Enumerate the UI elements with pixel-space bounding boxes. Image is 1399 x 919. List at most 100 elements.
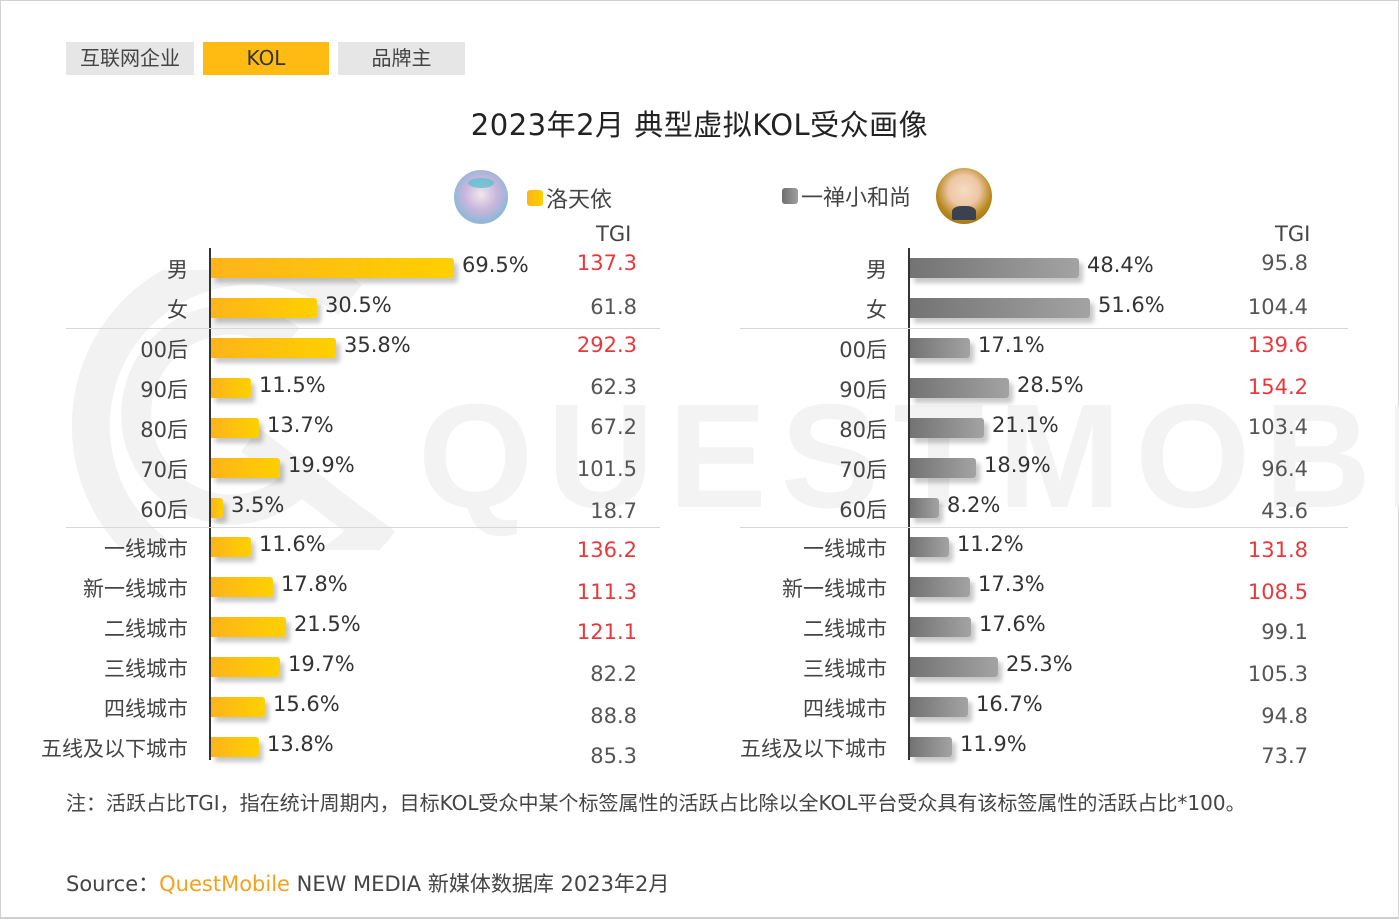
data-bar[interactable] [910, 537, 949, 557]
y-axis-line [209, 248, 211, 760]
bar-row: 三线城市 25.3% 105.3 [700, 647, 1399, 687]
data-bar[interactable] [211, 418, 259, 438]
data-bar[interactable] [211, 657, 280, 677]
data-bar[interactable] [910, 458, 976, 478]
bar-row: 70后 18.9% 96.4 [700, 448, 1399, 488]
category-label: 二线城市 [104, 617, 188, 641]
bar-row: 五线及以下城市 13.8% 85.3 [0, 727, 700, 768]
category-label-box: 五线及以下城市 [0, 727, 188, 767]
bar-value-label: 13.7% [267, 413, 334, 437]
data-bar[interactable] [910, 617, 971, 637]
data-bar[interactable] [910, 737, 952, 757]
data-bar[interactable] [910, 498, 939, 518]
data-bar[interactable] [211, 298, 317, 318]
data-bar[interactable] [211, 498, 223, 518]
bar-value-label: 17.1% [978, 333, 1045, 357]
tab-internet-companies[interactable]: 互联网企业 [66, 42, 194, 75]
category-label-box: 女 [700, 288, 887, 328]
category-label: 新一线城市 [782, 577, 887, 601]
data-bar[interactable] [910, 418, 984, 438]
bar-row: 60后 3.5% 18.7 [0, 488, 700, 528]
bar-row: 女 30.5% 61.8 [0, 288, 700, 328]
bar-value-label: 11.2% [957, 532, 1024, 556]
data-bar[interactable] [211, 617, 286, 637]
category-label: 五线及以下城市 [41, 737, 188, 761]
category-label-box: 二线城市 [0, 607, 188, 647]
bar-value-label: 21.1% [992, 413, 1059, 437]
bar-value-label: 17.8% [281, 572, 348, 596]
source-rest: NEW MEDIA 新媒体数据库 2023年2月 [289, 872, 670, 896]
category-label: 90后 [140, 378, 188, 402]
category-label-box: 00后 [700, 328, 887, 368]
bar-row: 一线城市 11.2% 131.8 [700, 527, 1399, 567]
tgi-value: 85.3 [590, 744, 637, 768]
data-bar[interactable] [910, 697, 968, 717]
category-label: 60后 [140, 498, 188, 522]
bar-row: 女 51.6% 104.4 [700, 288, 1399, 328]
category-label: 00后 [839, 338, 887, 362]
category-label-box: 00后 [0, 328, 188, 368]
tgi-value: 101.5 [576, 457, 637, 481]
category-label: 90后 [839, 378, 887, 402]
group-divider [740, 328, 1348, 329]
data-bar[interactable] [910, 338, 970, 358]
tgi-value: 103.4 [1247, 415, 1308, 439]
tgi-value: 82.2 [590, 662, 637, 686]
data-bar[interactable] [211, 258, 454, 278]
bar-row: 70后 19.9% 101.5 [0, 448, 700, 488]
category-label-box: 90后 [0, 368, 188, 408]
category-label-box: 四线城市 [700, 687, 887, 727]
data-bar[interactable] [910, 298, 1090, 318]
bar-value-label: 30.5% [325, 293, 392, 317]
tgi-value: 94.8 [1261, 704, 1308, 728]
bar-value-label: 19.9% [288, 453, 355, 477]
data-bar[interactable] [211, 338, 336, 358]
category-label-box: 男 [0, 248, 188, 288]
data-bar[interactable] [211, 378, 251, 398]
luotianyi-avatar-icon [454, 170, 508, 224]
category-label: 80后 [140, 418, 188, 442]
data-bar[interactable] [211, 537, 251, 557]
data-bar[interactable] [910, 378, 1009, 398]
bar-row: 男 69.5% 137.3 [0, 248, 700, 288]
data-bar[interactable] [211, 458, 280, 478]
category-label-box: 60后 [700, 488, 887, 528]
tgi-value: 111.3 [576, 580, 637, 604]
data-bar[interactable] [211, 737, 259, 757]
data-bar[interactable] [211, 697, 265, 717]
data-bar[interactable] [910, 657, 998, 677]
bar-value-label: 19.7% [288, 652, 355, 676]
tgi-value: 121.1 [576, 620, 637, 644]
bar-value-label: 28.5% [1017, 373, 1084, 397]
data-bar[interactable] [910, 577, 970, 597]
data-bar[interactable] [910, 258, 1079, 278]
category-label: 二线城市 [803, 617, 887, 641]
bar-value-label: 16.7% [976, 692, 1043, 716]
y-axis-line [908, 248, 910, 760]
tab-kol[interactable]: KOL [203, 42, 329, 75]
chart-title: 2023年2月 典型虚拟KOL受众画像 [470, 108, 929, 142]
category-label-box: 男 [700, 248, 887, 288]
bar-value-label: 21.5% [294, 612, 361, 636]
data-bar[interactable] [211, 577, 273, 597]
category-label-box: 五线及以下城市 [700, 727, 887, 767]
category-label-box: 90后 [700, 368, 887, 408]
tgi-value: 88.8 [590, 704, 637, 728]
category-label-box: 一线城市 [0, 527, 188, 567]
footnote: 注：活跃占比TGI，指在统计周期内，目标KOL受众中某个标签属性的活跃占比除以全… [66, 791, 1246, 815]
category-label: 五线及以下城市 [740, 737, 887, 761]
tgi-value: 136.2 [576, 538, 637, 562]
category-label: 新一线城市 [83, 577, 188, 601]
category-label-box: 70后 [700, 448, 887, 488]
bar-value-label: 48.4% [1087, 253, 1154, 277]
category-label: 女 [866, 298, 887, 322]
category-label-box: 四线城市 [0, 687, 188, 727]
tab-brand-owners[interactable]: 品牌主 [338, 42, 465, 75]
bar-row: 00后 17.1% 139.6 [700, 328, 1399, 368]
category-label-box: 70后 [0, 448, 188, 488]
bar-value-label: 11.9% [960, 732, 1027, 756]
tgi-value: 108.5 [1247, 580, 1308, 604]
bar-row: 新一线城市 17.8% 111.3 [0, 567, 700, 607]
category-label: 女 [167, 298, 188, 322]
bar-value-label: 15.6% [273, 692, 340, 716]
